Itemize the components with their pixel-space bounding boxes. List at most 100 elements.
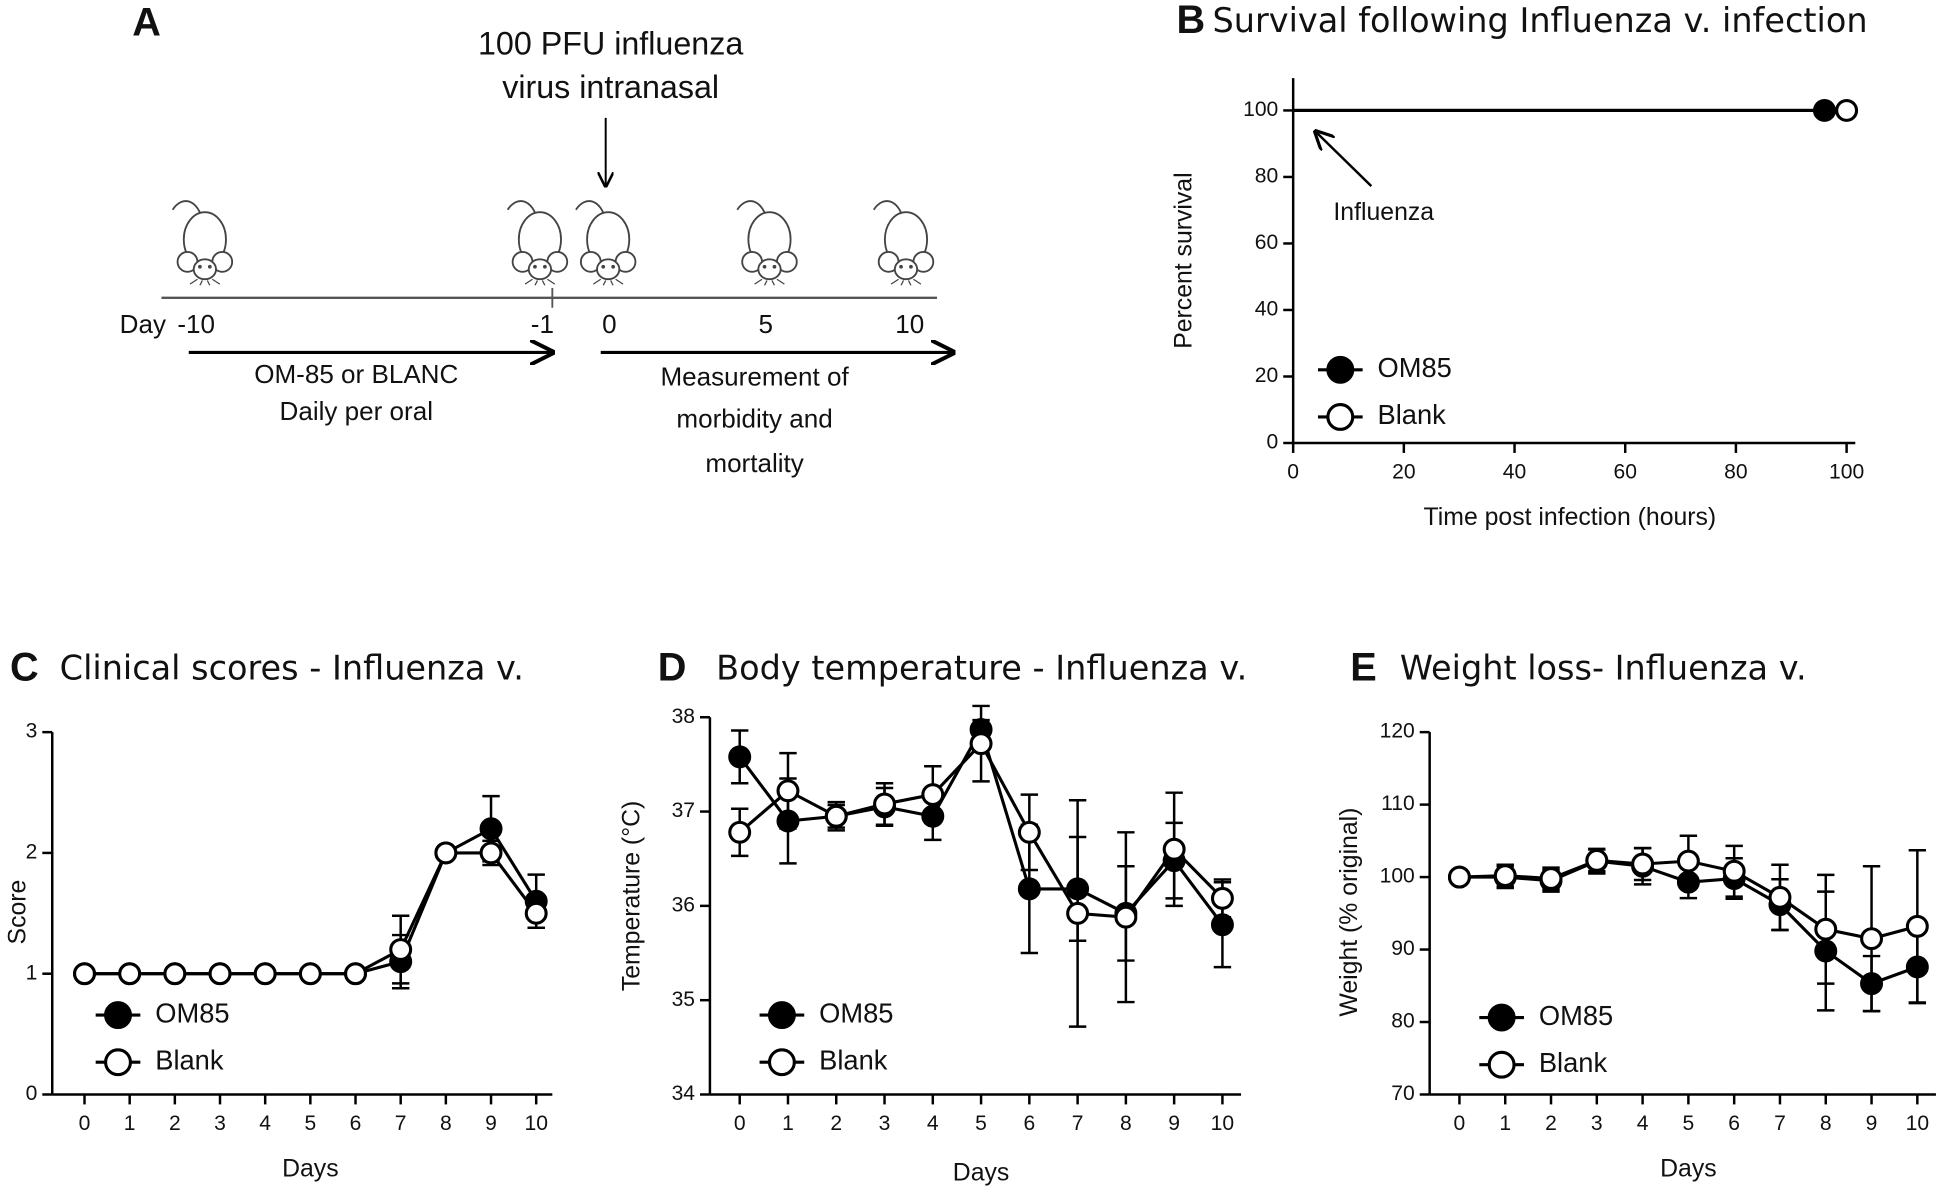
treatment-text: Daily per oral <box>280 396 433 426</box>
y-tick-label: 2 <box>26 840 38 863</box>
marker <box>1631 852 1655 876</box>
x-tick-label: 3 <box>1591 1112 1603 1135</box>
marker <box>163 962 187 986</box>
y-tick-label: 0 <box>1267 431 1279 454</box>
series-line <box>84 851 538 976</box>
x-tick-label: 100 <box>1829 460 1864 483</box>
x-tick-label: 10 <box>524 1112 547 1135</box>
mouse-icon <box>872 200 935 286</box>
marker <box>1017 820 1041 844</box>
chart-panel: 70 80 90 100 110 120 0 1 2 3 4 5 6 7 8 9 10 E Weight loss-… <box>1336 646 1936 1183</box>
mouse-icon <box>574 200 637 286</box>
y-tick-label: 80 <box>1391 1010 1414 1033</box>
marker <box>1066 901 1090 925</box>
x-tick-label: 40 <box>1503 460 1526 483</box>
x-tick-label: 60 <box>1613 460 1636 483</box>
measurement-text: mortality <box>705 448 803 478</box>
marker <box>1860 927 1884 951</box>
legend-label: Blank <box>155 1044 224 1075</box>
day-tick: -1 <box>531 309 554 339</box>
legend-label: Blank <box>1539 1047 1608 1078</box>
marker <box>1814 917 1838 941</box>
marker <box>1447 865 1471 889</box>
annotation: Influenza <box>1333 199 1434 226</box>
day-tick: 5 <box>759 309 774 339</box>
x-tick-label: 1 <box>782 1112 794 1135</box>
x-tick-label: 20 <box>1392 460 1415 483</box>
legend-label: OM85 <box>1378 352 1452 383</box>
legend-label: OM85 <box>819 997 893 1028</box>
x-tick-label: 4 <box>1637 1112 1649 1135</box>
series-line <box>84 826 538 976</box>
marker <box>1905 914 1929 938</box>
panel-letter: E <box>1350 646 1376 690</box>
y-tick-label: 110 <box>1381 792 1415 815</box>
annotation-arrow <box>1315 132 1373 188</box>
mouse-icon <box>506 200 569 286</box>
x-tick-label: 0 <box>1287 460 1299 483</box>
y-axis-label: Weight (% original) <box>1336 808 1363 1017</box>
x-tick-label: 0 <box>734 1112 746 1135</box>
marker <box>73 962 96 986</box>
x-tick-label: 3 <box>879 1112 891 1135</box>
marker <box>1493 864 1517 888</box>
x-tick-label: 6 <box>1023 1112 1035 1135</box>
x-tick-label: 8 <box>440 1112 452 1135</box>
marker <box>1835 98 1859 122</box>
marker <box>1017 877 1041 901</box>
x-tick-label: 80 <box>1724 460 1747 483</box>
marker <box>1722 859 1746 883</box>
x-tick-label: 9 <box>1866 1112 1878 1135</box>
y-tick-label: 36 <box>672 893 695 916</box>
marker <box>969 732 993 756</box>
marker <box>389 938 413 962</box>
marker <box>1768 885 1792 909</box>
chart-title: Survival following Influenza v. infectio… <box>1212 1 1867 40</box>
x-tick-label: 7 <box>395 1112 407 1135</box>
x-tick-label: 4 <box>259 1112 271 1135</box>
y-tick-label: 80 <box>1255 165 1278 188</box>
x-tick-label: 6 <box>350 1112 362 1135</box>
y-tick-label: 60 <box>1255 231 1278 254</box>
marker <box>208 962 232 986</box>
legend-swatch-marker <box>1487 1003 1516 1032</box>
x-tick-label: 4 <box>927 1112 939 1135</box>
legend-swatch-marker <box>104 1048 132 1077</box>
y-tick-label: 20 <box>1255 364 1278 387</box>
x-axis-label: Days <box>282 1156 339 1183</box>
legend-label: OM85 <box>1539 1000 1613 1031</box>
x-tick-label: 2 <box>1545 1112 1557 1135</box>
marker <box>1539 867 1563 891</box>
y-tick-label: 35 <box>672 988 695 1011</box>
x-tick-label: 0 <box>1454 1112 1466 1135</box>
x-tick-label: 8 <box>1820 1112 1832 1135</box>
y-tick-label: 40 <box>1255 298 1278 321</box>
chart-title: Clinical scores - Influenza v. <box>60 649 524 688</box>
measurement-text: Measurement of <box>660 361 849 391</box>
day-tick: 0 <box>602 309 617 339</box>
marker <box>728 745 752 769</box>
x-tick-label: 3 <box>214 1112 226 1135</box>
y-tick-label: 70 <box>1391 1082 1414 1105</box>
y-tick-label: 38 <box>672 705 695 728</box>
legend-swatch-marker <box>1487 1050 1516 1079</box>
chart-title: Body temperature - Influenza v. <box>716 649 1247 688</box>
y-tick-label: 1 <box>26 961 38 984</box>
y-axis-label: Percent survival <box>1171 172 1198 348</box>
y-tick-label: 90 <box>1391 937 1414 960</box>
y-tick-label: 100 <box>1380 865 1415 888</box>
x-axis-label: Days <box>953 1159 1010 1186</box>
marker <box>524 901 548 925</box>
marker <box>479 817 503 841</box>
panel-letter: C <box>10 646 39 690</box>
marker <box>1162 837 1186 861</box>
chart-title: Weight loss- Influenza v. <box>1400 649 1807 688</box>
y-axis-label: Score <box>4 880 31 945</box>
y-tick-label: 0 <box>26 1082 38 1105</box>
y-tick-label: 3 <box>26 720 38 743</box>
legend-swatch-marker <box>767 1048 796 1077</box>
chart-panel: 0 20 40 60 80 100 0 20 40 60 80 100 B Survival follow… <box>1171 0 1868 531</box>
marker <box>344 962 367 986</box>
